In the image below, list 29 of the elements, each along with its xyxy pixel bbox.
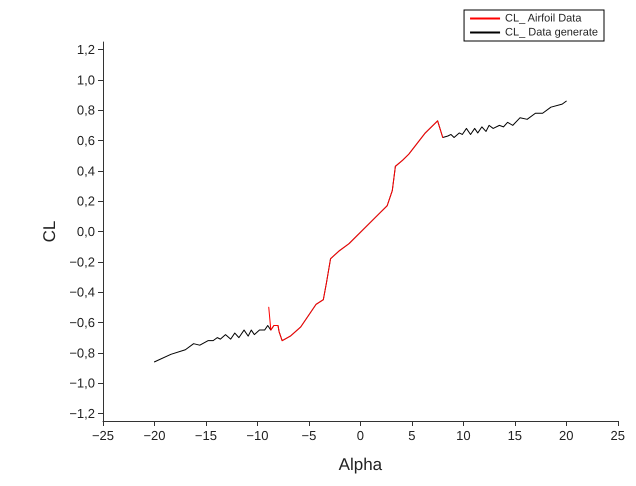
x-tick-label: 20 [559,428,574,443]
legend-label: CL_ Airfoil Data [505,12,582,24]
x-tick-label: −25 [92,428,114,443]
x-tick-label: 5 [408,428,416,443]
x-tick-label: 0 [356,428,364,443]
x-tick-label: 25 [610,428,626,443]
y-tick-label: −0,4 [69,284,95,300]
y-axis-title: CL [40,220,59,242]
x-tick-label: −20 [143,428,166,443]
y-tick-label: 1,0 [76,72,95,88]
y-tick-label: 0,8 [76,102,95,118]
y-tick-label: 0,2 [76,194,95,209]
y-tick-label: 0,4 [76,163,95,178]
y-tick-label: −0,2 [69,254,95,270]
legend-label: CL_ Data generate [505,26,598,38]
line-series [268,120,444,342]
y-tick-label: 1,2 [76,42,95,58]
x-tick-label: −10 [246,428,268,443]
x-tick-label: −5 [301,428,316,443]
y-tick-label: −0,8 [69,345,95,360]
y-tick-label: 0,0 [76,224,95,239]
y-tick-label: 0,6 [76,133,95,148]
x-axis-title: Alpha [338,455,383,474]
x-tick-label: 10 [456,428,471,443]
x-tick-label: −15 [194,428,217,443]
y-tick-label: −1,0 [69,376,95,391]
x-tick-label: 15 [508,428,522,443]
y-tick-label: −1,2 [69,406,95,421]
y-tick-label: −0,6 [69,314,95,330]
